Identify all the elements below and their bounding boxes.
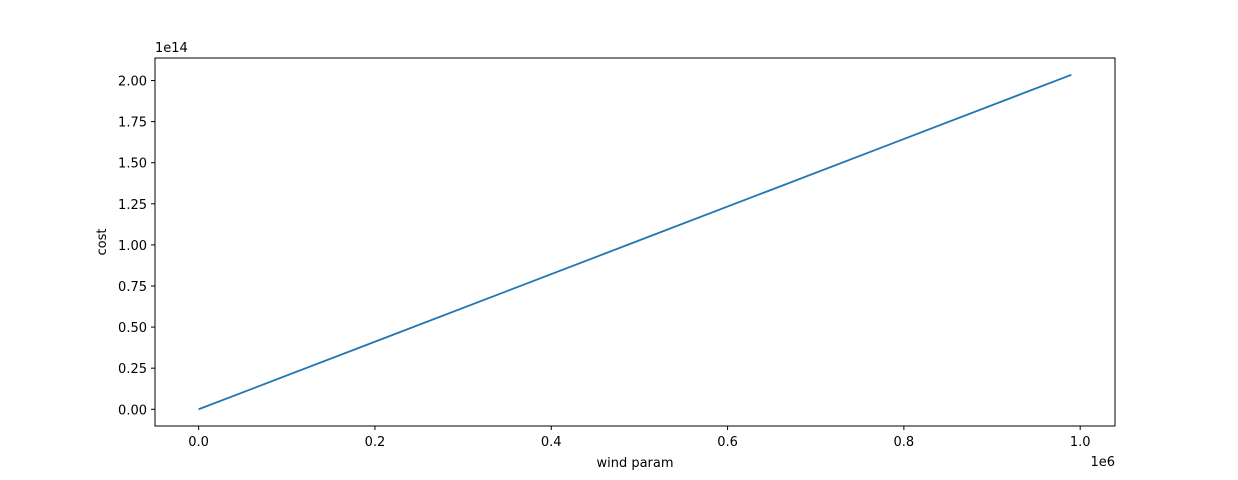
plot-area: [198, 73, 1072, 411]
y-axis-label: cost: [95, 229, 110, 256]
series-line: [198, 73, 1072, 411]
x-tick-label: 0.6: [717, 435, 738, 450]
y-tick-label: 1.25: [118, 198, 147, 213]
y-axis-offset-label: 1e14: [155, 41, 188, 56]
x-axis: 0.0 0.2 0.4 0.6 0.8 1.0: [188, 426, 1091, 450]
y-axis: 0.00 0.25 0.50 0.75 1.00 1.25 1.50 1.75 2.00: [118, 75, 155, 418]
y-tick-label: 1.50: [118, 157, 147, 172]
x-tick-label: 0.2: [365, 435, 386, 450]
x-tick-label: 0.4: [541, 435, 562, 450]
x-tick-label: 1.0: [1070, 435, 1091, 450]
y-tick-label: 0.00: [118, 403, 147, 418]
x-tick-label: 0.8: [894, 435, 915, 450]
x-axis-offset-label: 1e6: [1090, 455, 1115, 470]
y-tick-label: 1.75: [118, 116, 147, 131]
y-tick-label: 2.00: [118, 75, 147, 90]
x-axis-label: wind param: [596, 456, 673, 471]
axes-frame: [154, 57, 1116, 427]
y-tick-label: 0.75: [118, 280, 147, 295]
y-tick-label: 0.50: [118, 321, 147, 336]
x-tick-label: 0.0: [188, 435, 209, 450]
y-tick-label: 0.25: [118, 362, 147, 377]
y-tick-label: 1.00: [118, 239, 147, 254]
